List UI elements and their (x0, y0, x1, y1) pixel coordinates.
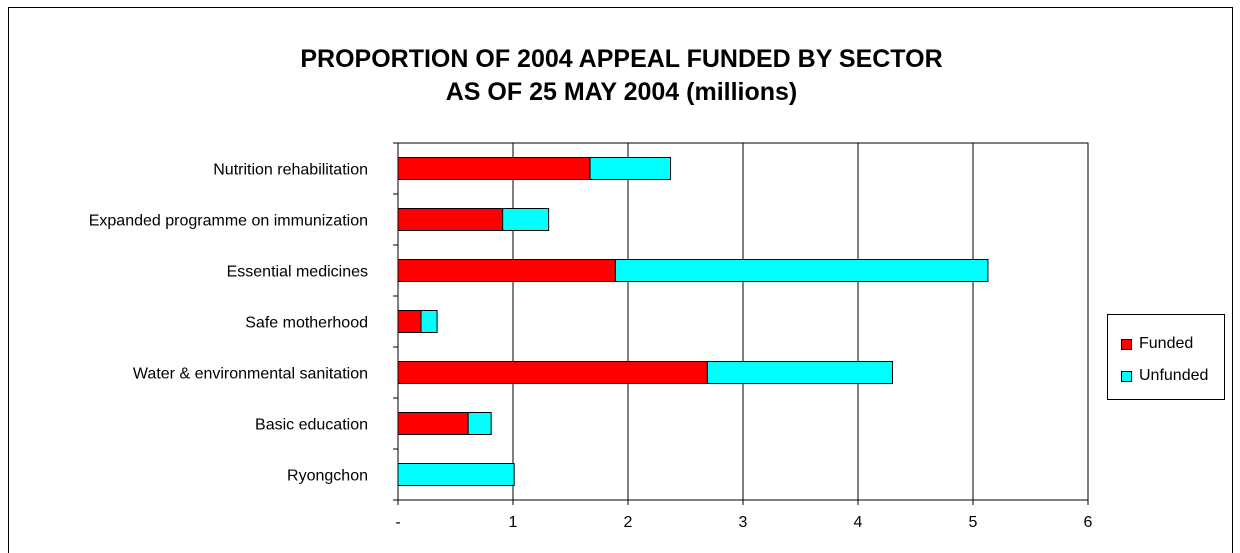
x-tick-label: 4 (854, 514, 863, 531)
category-label: Ryongchon (287, 468, 368, 485)
bar-unfunded-5 (467, 412, 492, 435)
chart-title: PROPORTION OF 2004 APPEAL FUNDED BY SECT… (9, 43, 1234, 109)
bar-unfunded-6 (397, 463, 515, 486)
bar-unfunded-1 (502, 208, 550, 231)
bar-funded-2 (397, 259, 616, 282)
category-label: Essential medicines (227, 264, 368, 281)
chart-frame: PROPORTION OF 2004 APPEAL FUNDED BY SECT… (8, 7, 1233, 553)
category-label: Nutrition rehabilitation (213, 162, 368, 179)
x-tick-label: 2 (624, 514, 633, 531)
bar-funded-4 (397, 361, 708, 384)
legend-swatch-funded (1121, 338, 1132, 350)
bar-funded-1 (397, 208, 504, 231)
legend-item-funded: Funded (1121, 334, 1193, 354)
x-tick-label: - (395, 514, 400, 531)
bar-unfunded-3 (420, 310, 438, 333)
category-label: Basic education (255, 417, 368, 434)
bar-funded-5 (397, 412, 469, 435)
legend-swatch-unfunded (1121, 370, 1132, 382)
legend-item-unfunded: Unfunded (1121, 366, 1208, 386)
legend: Funded Unfunded (1107, 314, 1225, 400)
bar-unfunded-2 (614, 259, 989, 282)
category-label: Water & environmental sanitation (133, 366, 368, 383)
legend-label-unfunded: Unfunded (1139, 367, 1209, 384)
x-tick-label: 6 (1084, 514, 1093, 531)
category-label: Safe motherhood (245, 315, 368, 332)
x-tick-label: 1 (509, 514, 518, 531)
bar-funded-0 (397, 157, 591, 180)
chart-title-line-1: PROPORTION OF 2004 APPEAL FUNDED BY SECT… (300, 45, 943, 73)
bar-funded-3 (397, 310, 422, 333)
legend-label-funded: Funded (1139, 335, 1194, 352)
chart-title-line-2: AS OF 25 MAY 2004 (millions) (445, 78, 798, 106)
bar-unfunded-0 (589, 157, 672, 180)
x-tick-label: 5 (969, 514, 978, 531)
bar-unfunded-4 (706, 361, 893, 384)
x-tick-label: 3 (739, 514, 748, 531)
category-label: Expanded programme on immunization (89, 213, 368, 230)
